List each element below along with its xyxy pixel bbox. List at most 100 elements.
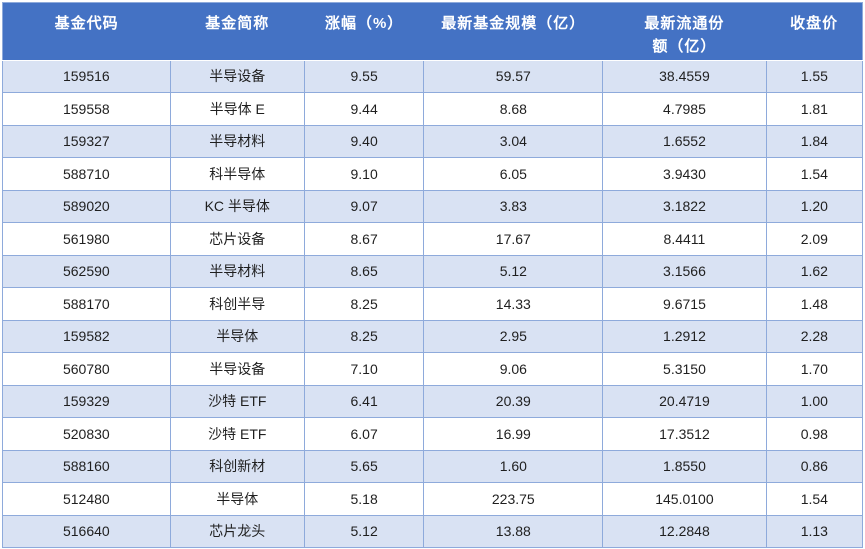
cell-circulating-shares: 3.1822 xyxy=(602,189,767,223)
cell-change-pct: 8.67 xyxy=(303,222,425,256)
cell-circulating-shares: 17.3512 xyxy=(602,417,767,451)
table-row: 588170 科创半导 8.25 14.33 9.6715 1.48 xyxy=(2,287,864,321)
table-row: 159558 半导体 E 9.44 8.68 4.7985 1.81 xyxy=(2,92,864,126)
cell-fund-size: 6.05 xyxy=(423,157,604,191)
table-row: 588710 科半导体 9.10 6.05 3.9430 1.54 xyxy=(2,157,864,191)
cell-fund-size: 223.75 xyxy=(423,482,604,516)
cell-fund-name: 半导设备 xyxy=(169,352,305,386)
table-row: 589020 KC 半导体 9.07 3.83 3.1822 1.20 xyxy=(2,189,864,223)
cell-fund-name: 半导材料 xyxy=(169,124,305,158)
cell-circulating-shares: 5.3150 xyxy=(602,352,767,386)
cell-close-price: 1.70 xyxy=(765,352,864,386)
cell-change-pct: 9.55 xyxy=(303,59,425,93)
cell-close-price: 2.09 xyxy=(765,222,864,256)
cell-fund-name: KC 半导体 xyxy=(169,189,305,223)
cell-change-pct: 9.44 xyxy=(303,92,425,126)
cell-change-pct: 8.65 xyxy=(303,254,425,288)
cell-close-price: 1.00 xyxy=(765,384,864,418)
cell-fund-name: 半导材料 xyxy=(169,254,305,288)
cell-fund-name: 半导设备 xyxy=(169,59,305,93)
cell-close-price: 1.13 xyxy=(765,514,864,548)
cell-close-price: 1.48 xyxy=(765,287,864,321)
cell-close-price: 1.62 xyxy=(765,254,864,288)
cell-change-pct: 9.07 xyxy=(303,189,425,223)
column-header-fund-code: 基金代码 xyxy=(2,2,171,61)
table-row: 159327 半导材料 9.40 3.04 1.6552 1.84 xyxy=(2,124,864,158)
cell-fund-code: 159329 xyxy=(2,384,171,418)
column-header-close-price: 收盘价 xyxy=(766,2,863,61)
cell-fund-name: 芯片设备 xyxy=(169,222,305,256)
cell-fund-name: 半导体 xyxy=(169,482,305,516)
cell-close-price: 1.20 xyxy=(765,189,864,223)
table-row: 588160 科创新材 5.65 1.60 1.8550 0.86 xyxy=(2,449,864,483)
cell-fund-name: 沙特 ETF xyxy=(169,417,305,451)
column-header-fund-name: 基金简称 xyxy=(170,2,305,61)
cell-fund-name: 科半导体 xyxy=(169,157,305,191)
table-row: 561980 芯片设备 8.67 17.67 8.4411 2.09 xyxy=(2,222,864,256)
cell-fund-size: 59.57 xyxy=(423,59,604,93)
cell-circulating-shares: 1.2912 xyxy=(602,319,767,353)
table-row: 520830 沙特 ETF 6.07 16.99 17.3512 0.98 xyxy=(2,417,864,451)
cell-fund-name: 科创新材 xyxy=(169,449,305,483)
cell-fund-size: 9.06 xyxy=(423,352,604,386)
cell-fund-code: 159558 xyxy=(2,92,171,126)
cell-change-pct: 9.10 xyxy=(303,157,425,191)
cell-circulating-shares: 9.6715 xyxy=(602,287,767,321)
cell-circulating-shares: 1.6552 xyxy=(602,124,767,158)
column-header-circulating-shares-label: 最新流通份额（亿） xyxy=(644,15,725,56)
cell-fund-size: 3.04 xyxy=(423,124,604,158)
cell-fund-name: 科创半导 xyxy=(169,287,305,321)
cell-change-pct: 8.25 xyxy=(303,287,425,321)
cell-fund-size: 17.67 xyxy=(423,222,604,256)
cell-circulating-shares: 3.9430 xyxy=(602,157,767,191)
cell-fund-size: 8.68 xyxy=(423,92,604,126)
cell-fund-code: 588160 xyxy=(2,449,171,483)
table-row: 516640 芯片龙头 5.12 13.88 12.2848 1.13 xyxy=(2,514,864,548)
cell-fund-size: 2.95 xyxy=(423,319,604,353)
cell-fund-size: 16.99 xyxy=(423,417,604,451)
column-header-fund-size: 最新基金规模（亿） xyxy=(423,2,603,61)
cell-fund-name: 半导体 E xyxy=(169,92,305,126)
cell-fund-size: 20.39 xyxy=(423,384,604,418)
cell-circulating-shares: 4.7985 xyxy=(602,92,767,126)
cell-fund-name: 芯片龙头 xyxy=(169,514,305,548)
cell-close-price: 0.98 xyxy=(765,417,864,451)
cell-circulating-shares: 12.2848 xyxy=(602,514,767,548)
cell-close-price: 1.84 xyxy=(765,124,864,158)
cell-fund-code: 512480 xyxy=(2,482,171,516)
cell-change-pct: 9.40 xyxy=(303,124,425,158)
cell-fund-code: 588170 xyxy=(2,287,171,321)
cell-fund-code: 159582 xyxy=(2,319,171,353)
cell-close-price: 1.81 xyxy=(765,92,864,126)
fund-table-header: 基金代码 基金简称 涨幅（%） 最新基金规模（亿） 最新流通份额（亿） 收盘价 xyxy=(2,2,863,61)
cell-close-price: 2.28 xyxy=(765,319,864,353)
cell-fund-size: 3.83 xyxy=(423,189,604,223)
cell-fund-size: 5.12 xyxy=(423,254,604,288)
cell-change-pct: 5.18 xyxy=(303,482,425,516)
cell-circulating-shares: 3.1566 xyxy=(602,254,767,288)
cell-circulating-shares: 20.4719 xyxy=(602,384,767,418)
cell-close-price: 0.86 xyxy=(765,449,864,483)
cell-change-pct: 6.07 xyxy=(303,417,425,451)
cell-fund-code: 562590 xyxy=(2,254,171,288)
cell-circulating-shares: 38.4559 xyxy=(602,59,767,93)
cell-fund-size: 1.60 xyxy=(423,449,604,483)
column-header-circulating-shares: 最新流通份额（亿） xyxy=(602,2,767,61)
column-header-change-pct: 涨幅（%） xyxy=(304,2,424,61)
cell-close-price: 1.54 xyxy=(765,482,864,516)
header-row: 基金代码 基金简称 涨幅（%） 最新基金规模（亿） 最新流通份额（亿） 收盘价 xyxy=(2,2,863,61)
cell-fund-size: 14.33 xyxy=(423,287,604,321)
table-row: 159516 半导设备 9.55 59.57 38.4559 1.55 xyxy=(2,59,864,93)
table-row: 560780 半导设备 7.10 9.06 5.3150 1.70 xyxy=(2,352,864,386)
cell-change-pct: 8.25 xyxy=(303,319,425,353)
fund-table-body: 159516 半导设备 9.55 59.57 38.4559 1.55 159558 半导体 … xyxy=(2,59,864,548)
table-row: 562590 半导材料 8.65 5.12 3.1566 1.62 xyxy=(2,254,864,288)
cell-fund-code: 561980 xyxy=(2,222,171,256)
cell-close-price: 1.55 xyxy=(765,59,864,93)
cell-circulating-shares: 145.0100 xyxy=(602,482,767,516)
cell-fund-size: 13.88 xyxy=(423,514,604,548)
cell-fund-code: 560780 xyxy=(2,352,171,386)
cell-change-pct: 5.65 xyxy=(303,449,425,483)
cell-circulating-shares: 8.4411 xyxy=(602,222,767,256)
table-row: 512480 半导体 5.18 223.75 145.0100 1.54 xyxy=(2,482,864,516)
